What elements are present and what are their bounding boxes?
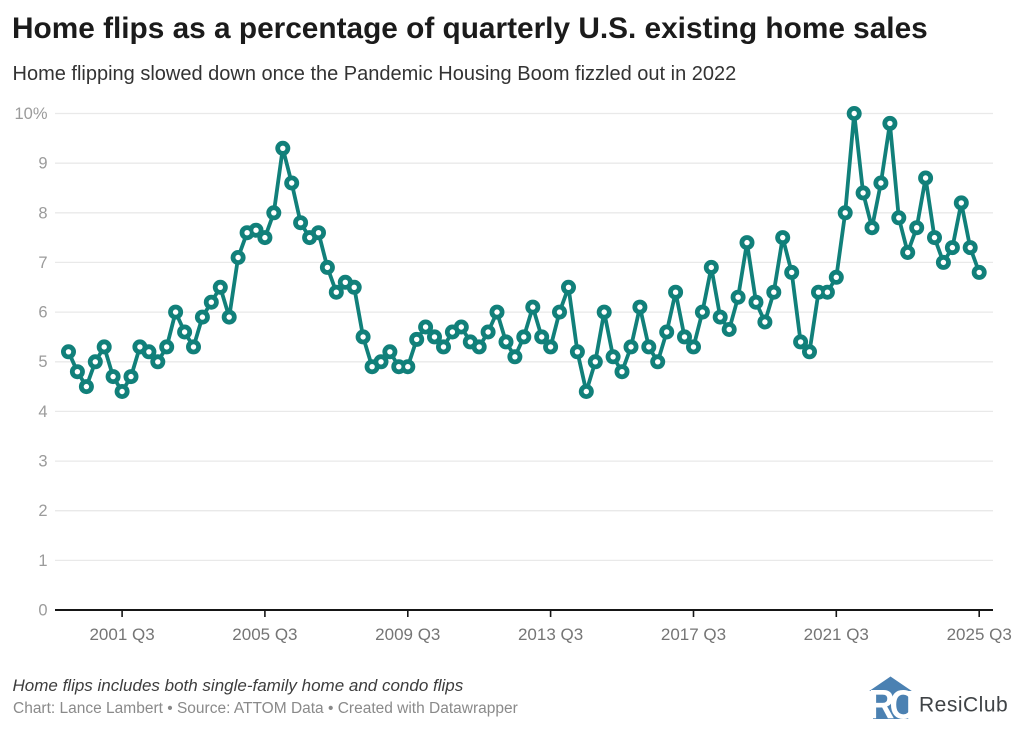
svg-text:R: R [869, 681, 895, 727]
svg-text:5: 5 [38, 353, 47, 371]
svg-text:1: 1 [38, 552, 47, 570]
svg-text:2001 Q3: 2001 Q3 [89, 625, 154, 644]
svg-text:2025 Q3: 2025 Q3 [947, 625, 1012, 644]
svg-text:C: C [890, 682, 916, 728]
svg-text:2005 Q3: 2005 Q3 [232, 625, 297, 644]
svg-text:9: 9 [38, 155, 47, 173]
svg-text:8: 8 [38, 204, 47, 222]
svg-text:2021 Q3: 2021 Q3 [804, 625, 869, 644]
svg-text:7: 7 [38, 254, 47, 272]
svg-text:6: 6 [38, 304, 47, 322]
svg-text:10%: 10% [14, 105, 47, 123]
svg-text:4: 4 [38, 403, 47, 421]
svg-text:2009 Q3: 2009 Q3 [375, 625, 440, 644]
svg-text:2017 Q3: 2017 Q3 [661, 625, 726, 644]
svg-text:ResiClub: ResiClub [919, 694, 1008, 717]
svg-text:3: 3 [38, 453, 47, 471]
svg-text:2: 2 [38, 502, 47, 520]
svg-text:2013 Q3: 2013 Q3 [518, 625, 583, 644]
svg-text:0: 0 [38, 602, 47, 620]
